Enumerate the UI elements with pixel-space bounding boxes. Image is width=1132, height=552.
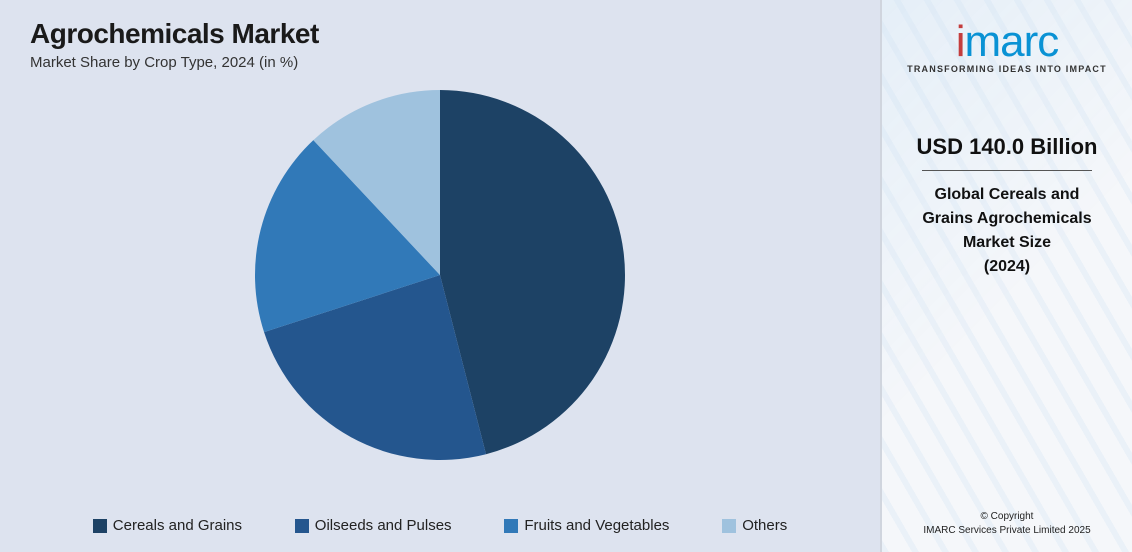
pie-chart-container: [30, 75, 850, 475]
chart-title: Agrochemicals Market: [30, 18, 850, 50]
legend-swatch: [504, 519, 518, 533]
side-panel: imarc TRANSFORMING IDEAS INTO IMPACT USD…: [880, 0, 1132, 552]
stat-value: USD 140.0 Billion: [917, 134, 1098, 160]
stat-label: Global Cereals and Grains Agrochemicals …: [917, 183, 1098, 279]
stat-label-line: Grains Agrochemicals: [917, 207, 1098, 231]
stat-divider: [922, 170, 1092, 171]
legend-label: Others: [742, 517, 787, 534]
legend-label: Cereals and Grains: [113, 517, 242, 534]
stat-block: USD 140.0 Billion Global Cereals and Gra…: [899, 134, 1116, 279]
logo-text: imarc: [907, 22, 1107, 62]
legend-swatch: [295, 519, 309, 533]
main-panel: Agrochemicals Market Market Share by Cro…: [0, 0, 880, 552]
pie-chart: [240, 75, 640, 475]
logo-word: marc: [964, 17, 1058, 66]
copyright-line: © Copyright: [882, 510, 1132, 524]
logo-tagline: TRANSFORMING IDEAS INTO IMPACT: [907, 64, 1107, 74]
stat-label-line: (2024): [917, 255, 1098, 279]
legend-item: Others: [722, 517, 787, 534]
stat-label-line: Market Size: [917, 231, 1098, 255]
chart-subtitle: Market Share by Crop Type, 2024 (in %): [30, 54, 850, 71]
legend-item: Fruits and Vegetables: [504, 517, 669, 534]
legend: Cereals and Grains Oilseeds and Pulses Fru…: [0, 517, 880, 534]
logo-block: imarc TRANSFORMING IDEAS INTO IMPACT: [907, 22, 1107, 74]
legend-label: Fruits and Vegetables: [524, 517, 669, 534]
copyright-line: IMARC Services Private Limited 2025: [882, 524, 1132, 538]
legend-label: Oilseeds and Pulses: [315, 517, 452, 534]
legend-swatch: [722, 519, 736, 533]
copyright: © Copyright IMARC Services Private Limit…: [882, 510, 1132, 538]
legend-swatch: [93, 519, 107, 533]
legend-item: Oilseeds and Pulses: [295, 517, 452, 534]
legend-item: Cereals and Grains: [93, 517, 242, 534]
stat-label-line: Global Cereals and: [917, 183, 1098, 207]
